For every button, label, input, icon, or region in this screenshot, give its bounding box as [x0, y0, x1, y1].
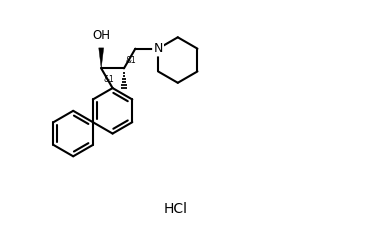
Text: OH: OH	[92, 29, 110, 42]
Text: N: N	[153, 42, 163, 55]
Text: &1: &1	[103, 75, 114, 84]
Text: &1: &1	[126, 56, 137, 65]
Text: HCl: HCl	[163, 202, 187, 216]
Polygon shape	[99, 48, 104, 68]
